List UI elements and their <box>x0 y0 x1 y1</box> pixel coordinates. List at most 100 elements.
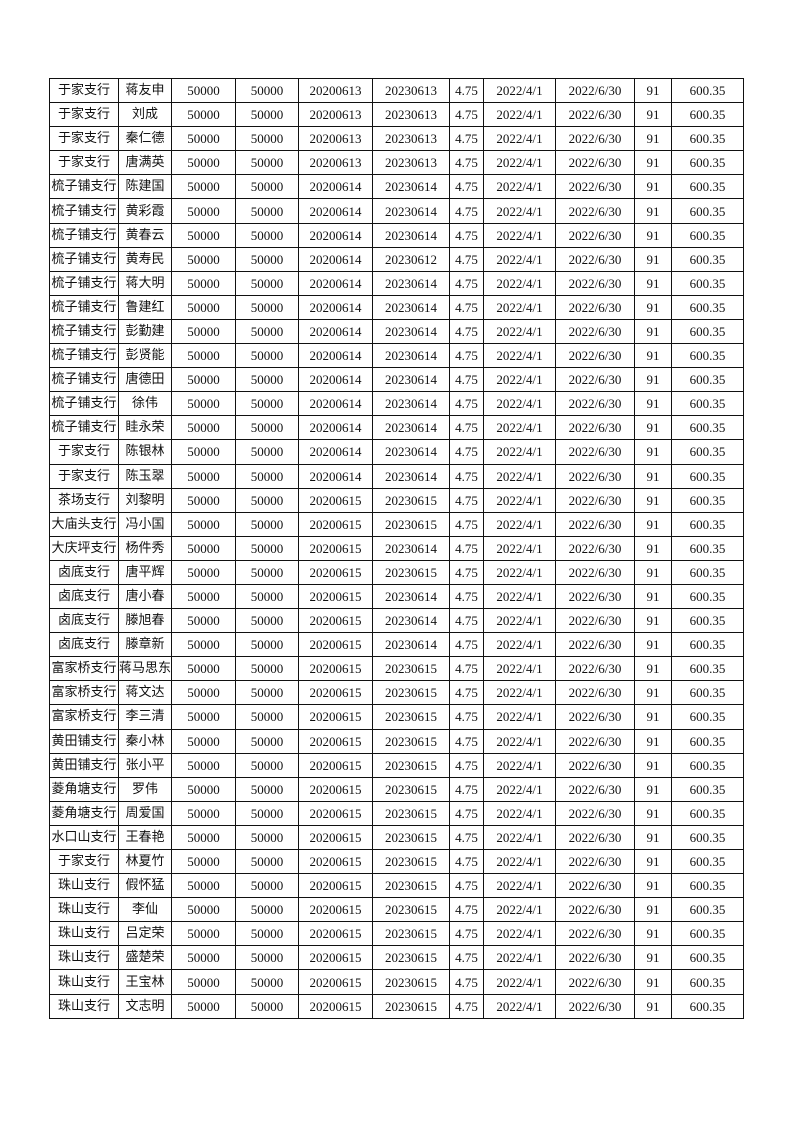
end-date-cell: 20230614 <box>372 632 451 658</box>
interest-cell: 600.35 <box>671 439 745 465</box>
end-date-cell: 20230615 <box>372 728 451 754</box>
interest-cell: 600.35 <box>671 873 745 899</box>
period-start-cell: 2022/4/1 <box>483 174 557 200</box>
interest-cell: 600.35 <box>671 126 745 152</box>
table-row: 卤底支行 滕旭春 50000 50000 20200615 20230614 4.75 202… <box>49 608 745 634</box>
days-cell: 91 <box>634 632 673 658</box>
name-cell: 李三清 <box>117 704 173 730</box>
principal-cell: 50000 <box>171 343 237 369</box>
name-cell: 唐满英 <box>117 150 173 176</box>
name-cell: 唐德田 <box>117 367 173 393</box>
branch-cell: 大庙头支行 <box>49 511 119 537</box>
table-row: 黄田铺支行 秦小林 50000 50000 20200615 20230615 4.75 20… <box>49 728 745 754</box>
start-date-cell: 20200613 <box>298 77 374 104</box>
end-date-cell: 20230613 <box>372 77 451 104</box>
principal-cell: 50000 <box>171 318 237 345</box>
name-cell: 黄寿民 <box>117 246 173 272</box>
days-cell: 91 <box>634 704 673 730</box>
name-cell: 唐平辉 <box>117 559 173 585</box>
balance-cell: 50000 <box>235 150 300 176</box>
principal-cell: 50000 <box>171 969 237 995</box>
table-row: 于家支行 秦仁德 50000 50000 20200613 20230613 4.75 202… <box>49 126 745 152</box>
branch-cell: 卤底支行 <box>49 583 119 610</box>
start-date-cell: 20200614 <box>298 463 374 489</box>
period-start-cell: 2022/4/1 <box>483 77 557 104</box>
table-row: 梳子铺支行 彭贤能 50000 50000 20200614 20230614 4.75 20… <box>49 343 745 369</box>
period-start-cell: 2022/4/1 <box>483 391 557 417</box>
start-date-cell: 20200614 <box>298 318 374 345</box>
rate-cell: 4.75 <box>449 969 485 995</box>
days-cell: 91 <box>634 150 673 176</box>
period-start-cell: 2022/4/1 <box>483 102 557 128</box>
table-row: 菱角塘支行 周爱国 50000 50000 20200615 20230615 4.75 20… <box>49 800 745 826</box>
interest-cell: 600.35 <box>671 270 745 296</box>
branch-cell: 水口山支行 <box>49 824 119 851</box>
start-date-cell: 20200615 <box>298 511 374 537</box>
table-row: 于家支行 陈玉翠 50000 50000 20200614 20230614 4.75 202… <box>49 463 745 489</box>
table-row: 富家桥支行 李三清 50000 50000 20200615 20230615 4.75 20… <box>49 704 745 730</box>
principal-cell: 50000 <box>171 439 237 465</box>
period-end-cell: 2022/6/30 <box>555 270 636 296</box>
interest-cell: 600.35 <box>671 102 745 128</box>
rate-cell: 4.75 <box>449 126 485 152</box>
start-date-cell: 20200615 <box>298 704 374 730</box>
table-row: 富家桥支行 蒋马思东 50000 50000 20200615 20230615 4.75 2… <box>49 656 745 682</box>
table-row: 梳子铺支行 彭勤建 50000 50000 20200614 20230614 4.75 20… <box>49 318 745 345</box>
rate-cell: 4.75 <box>449 897 485 923</box>
end-date-cell: 20230614 <box>372 318 451 345</box>
period-end-cell: 2022/6/30 <box>555 969 636 995</box>
period-start-cell: 2022/4/1 <box>483 800 557 826</box>
branch-cell: 卤底支行 <box>49 559 119 585</box>
period-end-cell: 2022/6/30 <box>555 174 636 200</box>
end-date-cell: 20230615 <box>372 993 451 1019</box>
days-cell: 91 <box>634 415 673 441</box>
branch-cell: 梳子铺支行 <box>49 343 119 369</box>
rate-cell: 4.75 <box>449 511 485 537</box>
start-date-cell: 20200615 <box>298 487 374 513</box>
balance-cell: 50000 <box>235 608 300 634</box>
start-date-cell: 20200615 <box>298 608 374 634</box>
period-end-cell: 2022/6/30 <box>555 608 636 634</box>
end-date-cell: 20230615 <box>372 656 451 682</box>
branch-cell: 梳子铺支行 <box>49 270 119 296</box>
days-cell: 91 <box>634 246 673 272</box>
period-start-cell: 2022/4/1 <box>483 608 557 634</box>
principal-cell: 50000 <box>171 487 237 513</box>
principal-cell: 50000 <box>171 463 237 489</box>
period-end-cell: 2022/6/30 <box>555 897 636 923</box>
branch-cell: 梳子铺支行 <box>49 222 119 248</box>
interest-cell: 600.35 <box>671 776 745 802</box>
period-start-cell: 2022/4/1 <box>483 848 557 875</box>
days-cell: 91 <box>634 439 673 465</box>
branch-cell: 菱角塘支行 <box>49 800 119 826</box>
interest-cell: 600.35 <box>671 728 745 754</box>
balance-cell: 50000 <box>235 198 300 224</box>
balance-cell: 50000 <box>235 656 300 682</box>
period-end-cell: 2022/6/30 <box>555 800 636 826</box>
end-date-cell: 20230615 <box>372 848 451 875</box>
table-row: 梳子铺支行 唐德田 50000 50000 20200614 20230614 4.75 20… <box>49 367 745 393</box>
start-date-cell: 20200614 <box>298 294 374 320</box>
end-date-cell: 20230614 <box>372 415 451 441</box>
principal-cell: 50000 <box>171 367 237 393</box>
principal-cell: 50000 <box>171 945 237 971</box>
balance-cell: 50000 <box>235 945 300 971</box>
branch-cell: 富家桥支行 <box>49 656 119 682</box>
name-cell: 冯小国 <box>117 511 173 537</box>
branch-cell: 于家支行 <box>49 77 119 104</box>
balance-cell: 50000 <box>235 222 300 248</box>
period-end-cell: 2022/6/30 <box>555 198 636 224</box>
balance-cell: 50000 <box>235 367 300 393</box>
period-start-cell: 2022/4/1 <box>483 776 557 802</box>
interest-cell: 600.35 <box>671 77 745 104</box>
branch-cell: 富家桥支行 <box>49 704 119 730</box>
period-start-cell: 2022/4/1 <box>483 969 557 995</box>
end-date-cell: 20230613 <box>372 126 451 152</box>
start-date-cell: 20200614 <box>298 415 374 441</box>
rate-cell: 4.75 <box>449 583 485 610</box>
name-cell: 唐小春 <box>117 583 173 610</box>
period-start-cell: 2022/4/1 <box>483 704 557 730</box>
start-date-cell: 20200614 <box>298 367 374 393</box>
days-cell: 91 <box>634 897 673 923</box>
period-start-cell: 2022/4/1 <box>483 728 557 754</box>
